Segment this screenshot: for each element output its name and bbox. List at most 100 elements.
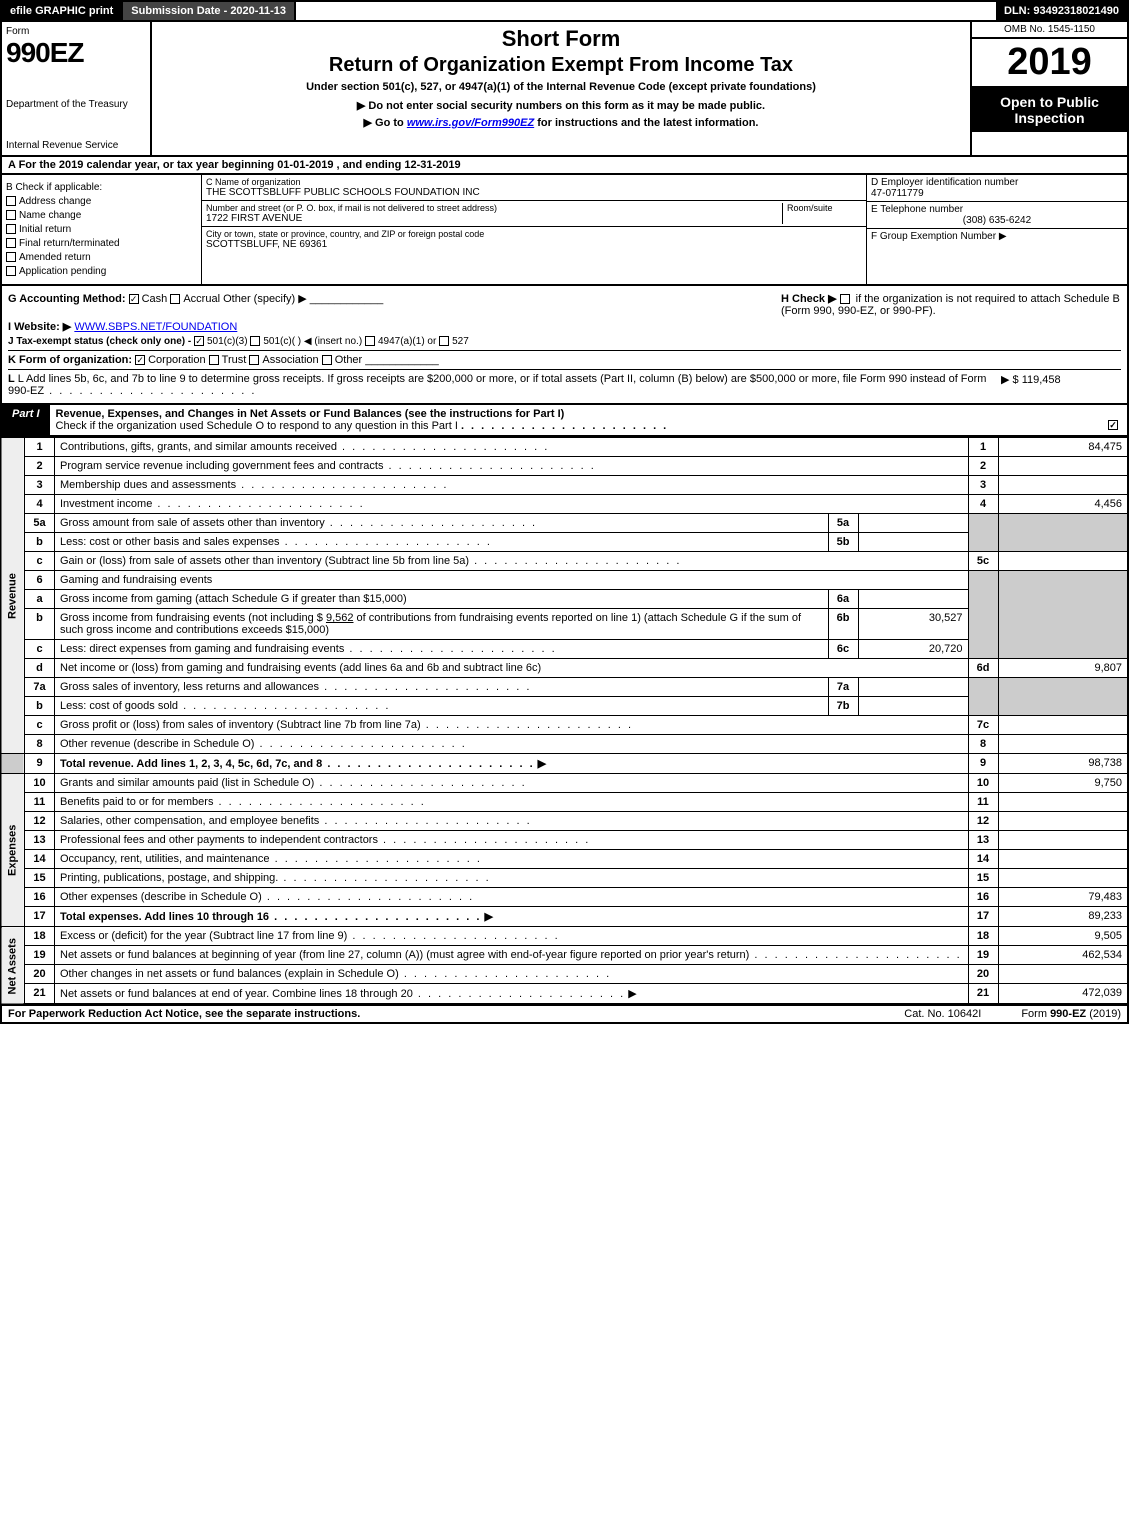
txt-13: Professional fees and other payments to … <box>60 834 590 846</box>
h-label: H Check ▶ <box>781 293 837 305</box>
val-9: 98,738 <box>998 754 1128 774</box>
ln-4: 4 <box>25 495 55 514</box>
row-a-tax-year: A For the 2019 calendar year, or tax yea… <box>0 157 1129 175</box>
num-3: 3 <box>968 476 998 495</box>
j-527: 527 <box>452 336 469 347</box>
check-4947[interactable] <box>365 336 375 346</box>
ln-10: 10 <box>25 774 55 793</box>
val-10: 9,750 <box>998 774 1128 793</box>
check-final-return[interactable] <box>6 238 16 248</box>
check-address-change[interactable] <box>6 196 16 206</box>
midval-7a <box>858 678 968 697</box>
i-label: I Website: ▶ <box>8 321 71 333</box>
footer-cat-no: Cat. No. 10642I <box>904 1008 981 1020</box>
ln-3: 3 <box>25 476 55 495</box>
form-title-main: Return of Organization Exempt From Incom… <box>160 54 962 77</box>
txt-4: Investment income <box>60 498 365 510</box>
check-name-change[interactable] <box>6 210 16 220</box>
form-title-short: Short Form <box>160 26 962 52</box>
city-value: SCOTTSBLUFF, NE 69361 <box>206 239 862 250</box>
check-501c[interactable] <box>250 336 260 346</box>
check-other[interactable] <box>322 355 332 365</box>
num-9: 9 <box>968 754 998 774</box>
txt-6: Gaming and fundraising events <box>55 571 969 590</box>
open-public-label: Open to Public Inspection <box>972 88 1127 132</box>
ln-8: 8 <box>25 735 55 754</box>
form-header: Form 990EZ Department of the Treasury In… <box>0 22 1129 157</box>
txt-3: Membership dues and assessments <box>60 479 448 491</box>
val-20 <box>998 965 1128 984</box>
num-4: 4 <box>968 495 998 514</box>
j-501c: 501(c)( ) ◀ (insert no.) <box>263 336 362 347</box>
box-b-title: B Check if applicable: <box>6 182 197 193</box>
check-amended-return[interactable] <box>6 252 16 262</box>
midval-7b <box>858 697 968 716</box>
check-501c3[interactable]: ✓ <box>194 336 204 346</box>
c-name-value: THE SCOTTSBLUFF PUBLIC SCHOOLS FOUNDATIO… <box>206 187 862 198</box>
txt-11: Benefits paid to or for members <box>60 796 426 808</box>
val-19: 462,534 <box>998 946 1128 965</box>
ln-1: 1 <box>25 438 55 457</box>
ln-15: 15 <box>25 869 55 888</box>
check-assoc[interactable] <box>249 355 259 365</box>
website-link[interactable]: WWW.SBPS.NET/FOUNDATION <box>74 321 237 333</box>
check-application-pending[interactable] <box>6 266 16 276</box>
ln-11: 11 <box>25 793 55 812</box>
box-c: C Name of organization THE SCOTTSBLUFF P… <box>202 175 867 284</box>
g-label: G Accounting Method: <box>8 293 126 305</box>
addr-label: Number and street (or P. O. box, if mail… <box>206 203 782 213</box>
box-def: D Employer identification number 47-0711… <box>867 175 1127 284</box>
irs-link[interactable]: www.irs.gov/Form990EZ <box>407 117 534 129</box>
num-5c: 5c <box>968 552 998 571</box>
txt-9: Total revenue. Add lines 1, 2, 3, 4, 5c,… <box>60 758 535 770</box>
mid-5a: 5a <box>828 514 858 533</box>
ln-6d: d <box>25 659 55 678</box>
j-501c3: 501(c)(3) <box>207 336 248 347</box>
txt-5b: Less: cost or other basis and sales expe… <box>60 536 492 548</box>
txt-16: Other expenses (describe in Schedule O) <box>60 891 474 903</box>
check-cash[interactable]: ✓ <box>129 294 139 304</box>
check-initial-return[interactable] <box>6 224 16 234</box>
txt-18: Excess or (deficit) for the year (Subtra… <box>60 930 560 942</box>
check-schedule-o[interactable]: ✓ <box>1108 420 1118 430</box>
midval-6b: 30,527 <box>858 609 968 640</box>
dots <box>461 420 668 432</box>
check-h[interactable] <box>840 294 850 304</box>
addr-value: 1722 FIRST AVENUE <box>206 213 782 224</box>
txt-21: Net assets or fund balances at end of ye… <box>60 988 625 1000</box>
opt-amended-return: Amended return <box>19 252 91 263</box>
ln-21: 21 <box>25 984 55 1005</box>
f-group-label: F Group Exemption Number ▶ <box>871 231 1123 242</box>
opt-address-change: Address change <box>19 196 91 207</box>
ln-20: 20 <box>25 965 55 984</box>
val-17: 89,233 <box>998 907 1128 927</box>
mid-6c: 6c <box>828 640 858 659</box>
check-trust[interactable] <box>209 355 219 365</box>
check-accrual[interactable] <box>170 294 180 304</box>
ln-18: 18 <box>25 927 55 946</box>
num-15: 15 <box>968 869 998 888</box>
txt-6b-amt: 9,562 <box>326 612 354 624</box>
val-12 <box>998 812 1128 831</box>
footer-form-ref: Form 990-EZ (2019) <box>1021 1008 1121 1020</box>
txt-6a: Gross income from gaming (attach Schedul… <box>55 590 829 609</box>
txt-20: Other changes in net assets or fund bala… <box>60 968 611 980</box>
val-6d: 9,807 <box>998 659 1128 678</box>
txt-14: Occupancy, rent, utilities, and maintena… <box>60 853 482 865</box>
ln-19: 19 <box>25 946 55 965</box>
ln-12: 12 <box>25 812 55 831</box>
ln-16: 16 <box>25 888 55 907</box>
link-suffix: for instructions and the latest informat… <box>537 117 758 129</box>
opt-final-return: Final return/terminated <box>19 238 120 249</box>
instructions-line: ▶ Go to www.irs.gov/Form990EZ for instru… <box>160 116 962 129</box>
efile-label: efile GRAPHIC print <box>2 2 123 20</box>
check-corp[interactable]: ✓ <box>135 355 145 365</box>
txt-5c: Gain or (loss) from sale of assets other… <box>60 555 681 567</box>
check-527[interactable] <box>439 336 449 346</box>
txt-12: Salaries, other compensation, and employ… <box>60 815 532 827</box>
txt-7b: Less: cost of goods sold <box>60 700 390 712</box>
k-trust: Trust <box>222 354 247 366</box>
part1-header: Part I Revenue, Expenses, and Changes in… <box>0 405 1129 437</box>
txt-1: Contributions, gifts, grants, and simila… <box>60 441 549 453</box>
part1-table: Revenue 1 Contributions, gifts, grants, … <box>0 437 1129 1005</box>
